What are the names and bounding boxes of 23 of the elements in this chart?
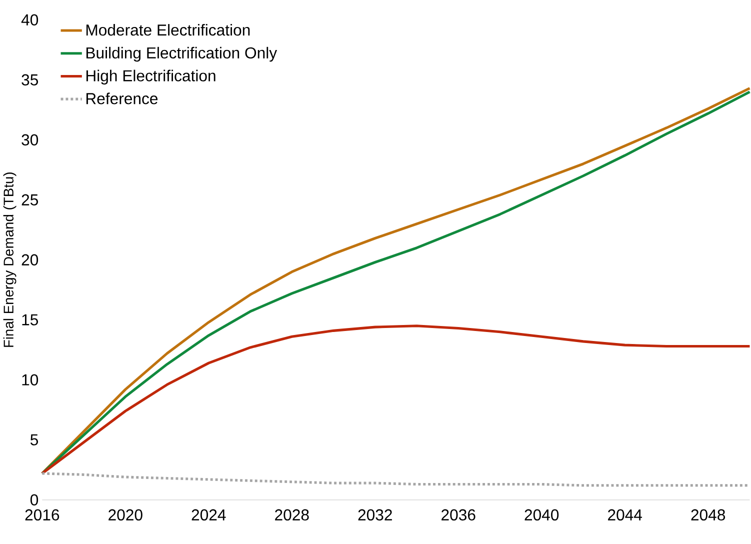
y-tick-label: 35: [22, 74, 38, 86]
y-tick-label: 15: [22, 314, 38, 326]
y-axis-title: Final Energy Demand (TBtu): [3, 172, 16, 348]
legend-label: Moderate Electrification: [86, 24, 250, 36]
y-tick-label: 5: [30, 434, 38, 446]
x-tick-label: 2028: [275, 510, 309, 521]
y-tick-label: 25: [22, 194, 38, 206]
x-tick-label: 2036: [442, 510, 476, 521]
x-tick-label: 2020: [108, 510, 142, 521]
x-tick-label: 2040: [524, 510, 559, 521]
x-tick-label: 2016: [25, 510, 60, 521]
y-tick-label: 40: [21, 14, 38, 26]
legend-label: Building Electrification Only: [86, 47, 278, 62]
x-tick-label: 2048: [691, 510, 726, 521]
x-tick-label: 2024: [192, 510, 226, 521]
legend-label: High Electrification: [86, 70, 216, 85]
x-tick-label: 2044: [608, 510, 642, 521]
y-tick-label: 10: [22, 374, 38, 386]
y-tick-label: 20: [22, 254, 38, 266]
x-tick-label: 2032: [358, 510, 392, 521]
y-tick-label: 30: [22, 134, 38, 146]
y-tick-label: 0: [30, 494, 38, 506]
legend-label: Reference: [86, 92, 158, 104]
